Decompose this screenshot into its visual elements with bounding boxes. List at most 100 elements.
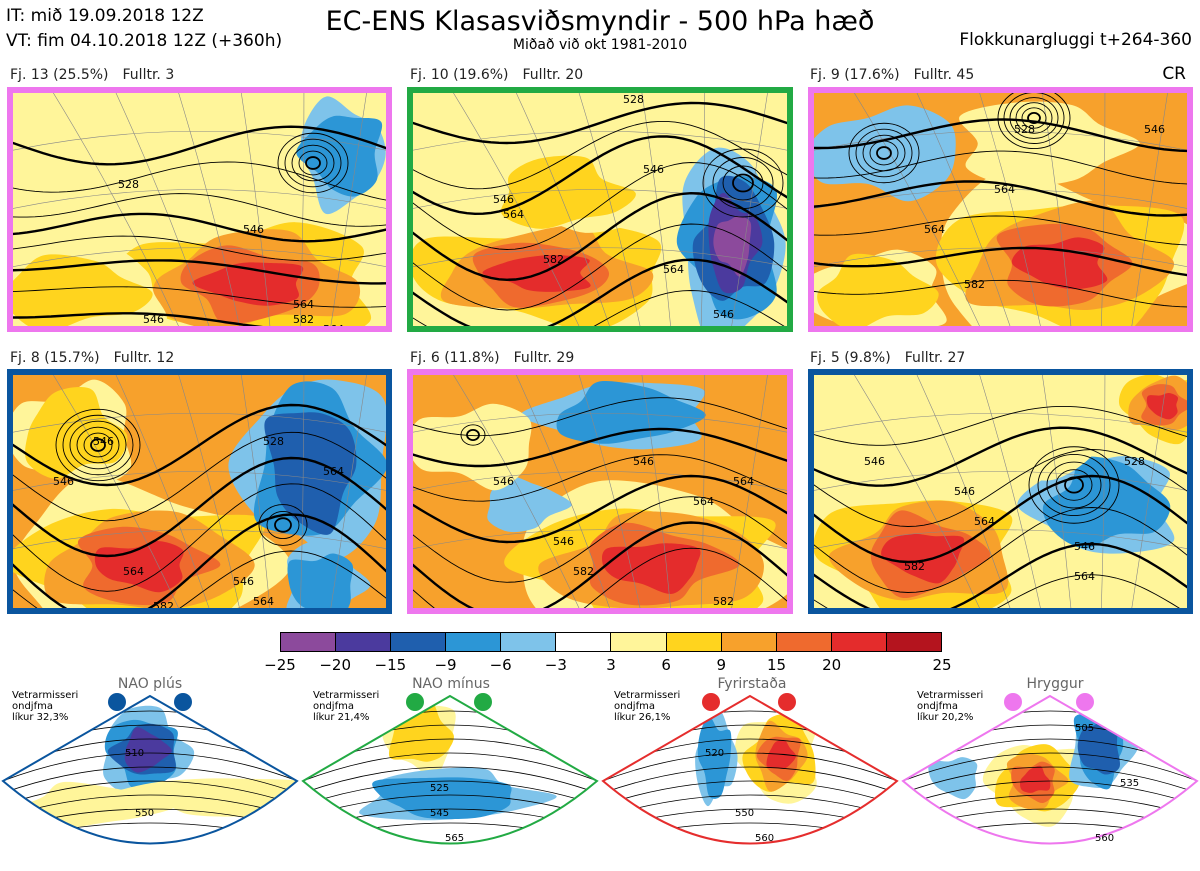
cluster-map-8: 546 564 546 528 564 546 564 582 [7, 369, 392, 614]
height-contour [13, 513, 386, 608]
graticule [413, 247, 787, 268]
contour-label: 582 [543, 253, 564, 266]
colorbar-tick-label: 20 [822, 656, 842, 674]
height-contour [13, 212, 386, 243]
height-contour [13, 259, 386, 285]
cluster-map-5: 546 528 546 564 546 582 564 [808, 369, 1193, 614]
height-contour [413, 397, 787, 437]
height-contour [814, 474, 1187, 564]
anomaly-contour [25, 387, 128, 479]
colorbar-tick-label: 6 [661, 656, 671, 674]
regime-frame [1, 694, 299, 845]
contour-label: 528 [118, 178, 139, 191]
regime-name-ridge: Hryggur [1026, 676, 1084, 692]
regime-name-nao-minus: NAO mínus [412, 676, 490, 692]
low-contour [55, 408, 141, 482]
graticule [13, 247, 386, 268]
panel-label-5: Fj. 5 (9.8%) Fulltr. 27 [810, 350, 966, 366]
graticule [700, 375, 706, 608]
height-contour [814, 507, 1187, 593]
contour-label: 564 [323, 323, 344, 326]
low-contour [258, 504, 308, 546]
graticule [853, 375, 980, 608]
low-contour [298, 150, 328, 176]
colorbar-tick-label: −15 [374, 656, 407, 674]
regime-map-nao-minus: 525 545 565 [300, 676, 600, 871]
chart-title: EC-ENS Klasasviðsmyndir - 500 hPa hæð [325, 6, 875, 37]
anomaly-contour [296, 115, 383, 197]
contour-label: 564 [1074, 570, 1095, 583]
anomaly-contour [413, 403, 532, 491]
graticule [413, 471, 787, 491]
low-contour [305, 156, 321, 170]
anomaly-contour [487, 475, 572, 533]
colorbar-tick-label: 3 [606, 656, 616, 674]
cluster-map-9: 528 546 564 564 582 [808, 87, 1193, 332]
height-contour [814, 449, 1187, 527]
colorbar-tick-label: 25 [932, 656, 952, 674]
low-contour [876, 146, 892, 160]
graticule [814, 412, 1187, 433]
contour-label: 564 [663, 263, 684, 276]
low-contour [90, 438, 106, 452]
low-contour [855, 128, 913, 178]
regime-contour-label: 525 [430, 783, 449, 794]
colorbar-swatch [721, 633, 777, 651]
classification-window: Flokkunargluggi t+264-360 [959, 30, 1192, 50]
colorbar-ticks: −25 −20 −15 −9 −6 −3 3 6 9 15 20 25 [264, 656, 951, 676]
height-contour [814, 118, 1187, 153]
graticule [731, 93, 768, 326]
low-contour [732, 173, 754, 193]
anomaly-contour [1019, 765, 1051, 793]
panel-label-3: Fj. 8 (15.7%) Fulltr. 12 [10, 350, 175, 366]
header-dates: IT: mið 19.09.2018 12Z VT: fim 04.10.201… [6, 4, 282, 54]
low-contour [1028, 446, 1120, 524]
anomaly-contour [1011, 844, 1052, 857]
height-contour [814, 246, 1187, 277]
graticule [578, 93, 641, 326]
anomaly-contour [1042, 456, 1171, 549]
low-contour [1009, 97, 1059, 139]
contour-label: 546 [93, 435, 114, 448]
height-contour [814, 279, 1187, 308]
height-contour [814, 542, 1187, 608]
height-contour [13, 125, 386, 166]
contour-label: 582 [573, 565, 594, 578]
graticule [853, 93, 980, 326]
regime-height-contour [603, 766, 897, 795]
anomaly-contour [814, 105, 956, 202]
graticule [115, 93, 210, 326]
low-contour [291, 144, 335, 182]
graticule [700, 93, 706, 326]
contour-label: 582 [293, 313, 314, 326]
regime-contour-label: 535 [1120, 778, 1139, 789]
regime-info-2: Vetrarmisseri ondjfma líkur 26,1% [614, 690, 681, 723]
graticule [814, 130, 1187, 151]
contour-label: 546 [493, 475, 514, 488]
colorbar-tick-label: −6 [489, 656, 512, 674]
graticule [52, 93, 179, 326]
panel-label-1: Fj. 10 (19.6%) Fulltr. 20 [410, 67, 584, 83]
graticule [330, 375, 367, 608]
contour-label: 582 [964, 278, 985, 291]
low-contour [869, 140, 899, 166]
height-contour [413, 120, 787, 190]
graticule [300, 93, 305, 326]
regime-dot-blocking-right [778, 693, 796, 711]
low-contour [1027, 111, 1041, 124]
regime-height-contour [303, 766, 597, 795]
regime-dot-nao-minus-left [406, 693, 424, 711]
regime-info-0: Vetrarmisseri ondjfma líkur 32,3% [12, 690, 79, 723]
regime-map-nao-plus: 510 550 [0, 676, 300, 871]
height-contour [13, 161, 386, 201]
contour-label: 582 [904, 560, 925, 573]
regime-frame [901, 694, 1199, 845]
chart-subtitle: Miðað við okt 1981-2010 [512, 37, 688, 53]
cluster-map-10: 528 546 564 582 546 564 546 [407, 87, 793, 332]
regime-height-contour [603, 752, 897, 783]
colorbar-tick-label: −3 [544, 656, 567, 674]
contour-label: 546 [713, 308, 734, 321]
regime-frame [301, 694, 599, 845]
graticule [814, 471, 1187, 491]
low-contour [1015, 102, 1053, 134]
